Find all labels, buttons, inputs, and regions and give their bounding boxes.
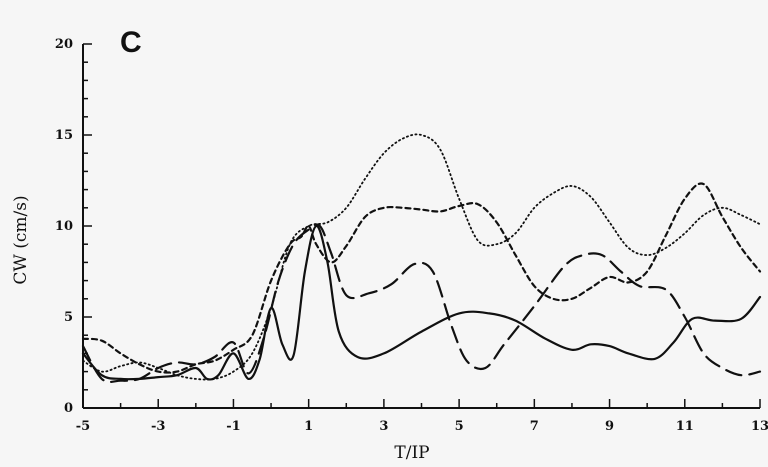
series-group — [81, 133, 762, 384]
x-axis: -5 -3 -1 1 3 5 7 9 11 13 — [76, 399, 768, 434]
x-tick-label: 11 — [676, 419, 694, 434]
x-tick-label: 1 — [304, 419, 313, 434]
x-tick-label: -1 — [226, 419, 240, 434]
y-tick-label: 20 — [55, 37, 73, 52]
panel-label: C — [120, 26, 142, 59]
x-tick-label: 9 — [605, 419, 614, 434]
y-tick-label: 0 — [64, 401, 73, 416]
y-tick-label: 5 — [64, 310, 73, 325]
series-line-solid — [81, 224, 762, 381]
x-tick-label: 7 — [530, 419, 539, 434]
series-line-short-dashed — [81, 182, 762, 374]
x-tick-label: -5 — [76, 419, 90, 434]
x-tick-label: 5 — [455, 419, 464, 434]
x-tick-label: -3 — [151, 419, 165, 434]
y-axis-title: CW (cm/s) — [11, 195, 31, 284]
x-tick-label: 13 — [751, 419, 768, 434]
x-axis-title: T/IP — [394, 443, 429, 463]
y-tick-label: 10 — [55, 219, 73, 234]
series-line-dotted — [82, 133, 761, 381]
y-tick-label: 15 — [55, 128, 73, 143]
x-tick-label: 3 — [379, 419, 388, 434]
